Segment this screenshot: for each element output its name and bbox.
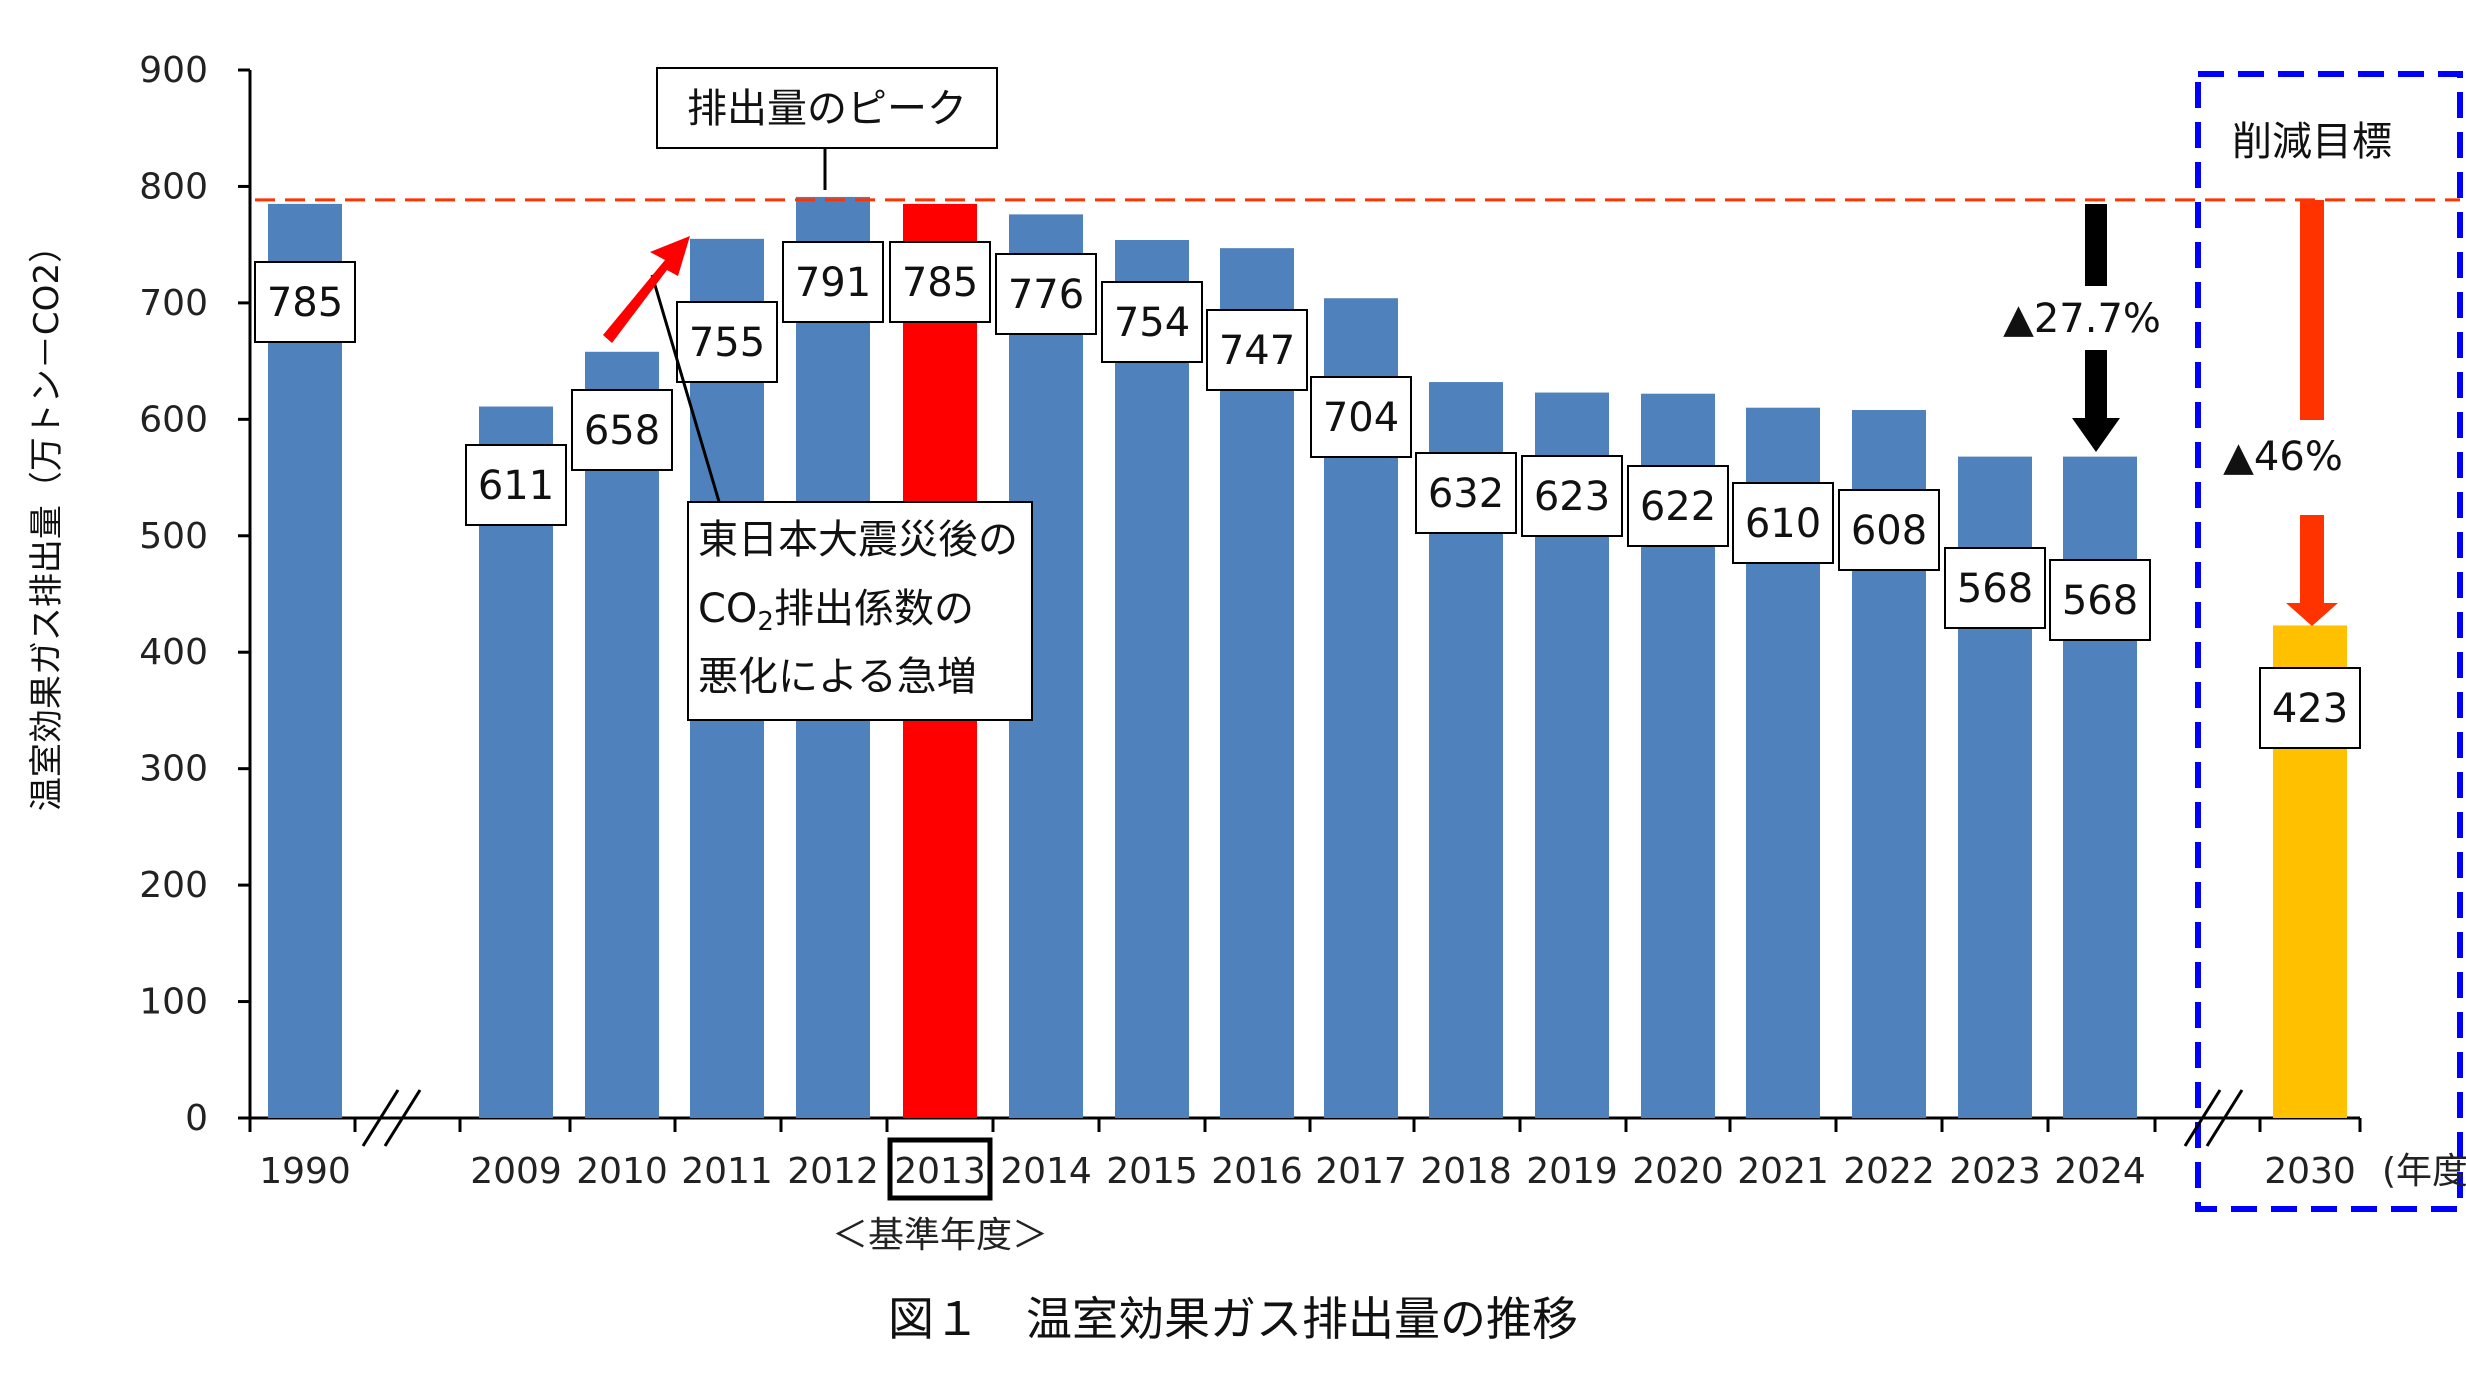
quake-callout-line1: 東日本大震災後の	[698, 517, 1018, 563]
target-arrow-top	[2300, 200, 2324, 420]
data-label-box	[1521, 455, 1623, 537]
data-label: 747	[1219, 328, 1295, 374]
axis-break-mark	[383, 1089, 422, 1147]
data-label-box	[254, 261, 356, 343]
target-reduction-label: ▲46%	[2223, 434, 2343, 480]
data-label-box	[782, 241, 884, 323]
axes: 0 100 200 300 400 500 600 700 800 900 1990 2009 2010…	[139, 50, 2466, 1192]
data-label-box	[1101, 281, 1203, 363]
x-tick-label: 2015	[1106, 1151, 1198, 1192]
data-label: 776	[1008, 272, 1084, 318]
x-tick-label: 2009	[470, 1151, 562, 1192]
y-tick-label: 700	[139, 283, 208, 324]
data-label-box	[889, 241, 991, 323]
data-label: 611	[478, 463, 554, 509]
y-tick-label: 100	[139, 982, 208, 1023]
y-tick-label: 0	[185, 1098, 208, 1139]
x-tick-label: 2024	[2054, 1151, 2146, 1192]
x-tick-label: 2016	[1211, 1151, 1303, 1192]
reduction-arrow-shaft	[2085, 350, 2107, 420]
peak-callout-text: 排出量のピーク	[687, 86, 967, 132]
quake-callout-line3: 悪化による急増	[698, 654, 977, 700]
base-year-label: ＜基準年度＞	[832, 1215, 1048, 1256]
axis-break-mark	[361, 1089, 400, 1147]
x-tick-label: 2010	[576, 1151, 668, 1192]
x-tick-label: 2017	[1315, 1151, 1407, 1192]
y-axis-title: 温室効果ガス排出量（万トン－CO2）	[27, 229, 67, 811]
data-label-box	[995, 253, 1097, 335]
data-label-box	[1310, 376, 1412, 458]
data-label: 623	[1534, 474, 1610, 520]
reduction-arrow-head	[2072, 418, 2120, 452]
y-tick-label: 400	[139, 632, 208, 673]
quake-callout-box	[687, 501, 1033, 721]
data-label: 754	[1114, 300, 1190, 346]
data-label-box	[1627, 465, 1729, 547]
data-label: 704	[1323, 395, 1399, 441]
data-label: 785	[902, 260, 978, 306]
quake-callout-line2: CO2排出係数の	[698, 586, 974, 637]
data-label-box	[2259, 667, 2361, 749]
y-tick-label: 500	[139, 516, 208, 557]
target-zone-box	[2195, 71, 2463, 1212]
bar-1990	[268, 203, 342, 1118]
data-label: 423	[2272, 686, 2348, 732]
data-labels: 785 611 658 755 791 785 776 754 747 704 632 623 622 6…	[254, 241, 2361, 749]
x-tick-label: 2012	[787, 1151, 879, 1192]
data-label: 568	[2062, 578, 2138, 624]
data-label: 785	[267, 280, 343, 326]
x-tick-label: 2018	[1420, 1151, 1512, 1192]
data-label: 622	[1640, 484, 1716, 530]
x-tick-label: 2011	[681, 1151, 773, 1192]
x-tick-label: 1990	[259, 1151, 351, 1192]
axis-break-mark	[2205, 1089, 2244, 1147]
target-arrow-shaft	[2300, 515, 2324, 605]
data-label-box	[465, 444, 567, 526]
target-title: 削減目標	[2232, 119, 2392, 165]
data-label: 658	[584, 408, 660, 454]
data-label-box	[571, 389, 673, 471]
x-tick-label: 2019	[1526, 1151, 1618, 1192]
x-tick-label: 2013	[894, 1151, 986, 1192]
bar-2024	[2063, 456, 2137, 1118]
bar-2010	[585, 351, 659, 1119]
reduction-2024-label: ▲27.7%	[2003, 296, 2161, 342]
y-tick-label: 600	[139, 399, 208, 440]
x-tick-label: 2020	[1632, 1151, 1724, 1192]
bar-2015	[1115, 240, 1189, 1118]
data-label-box	[2049, 559, 2151, 641]
data-label-box	[1732, 482, 1834, 564]
base-year-box	[887, 1137, 993, 1201]
data-label-box	[1944, 547, 2046, 629]
x-tick-label: 2030	[2264, 1151, 2356, 1192]
x-tick-label: 2022	[1843, 1151, 1935, 1192]
y-tick-label: 300	[139, 749, 208, 790]
quake-red-arrow	[603, 236, 690, 343]
y-tick-label: 200	[139, 865, 208, 906]
x-tick-label: 2014	[1000, 1151, 1092, 1192]
data-label: 755	[689, 320, 765, 366]
data-label: 608	[1851, 508, 1927, 554]
data-label-box	[1415, 452, 1517, 534]
data-label: 632	[1428, 471, 1504, 517]
y-tick-label: 800	[139, 166, 208, 207]
y-tick-label: 900	[139, 50, 208, 91]
data-label-box	[1206, 309, 1308, 391]
axis-break-mark	[2183, 1089, 2222, 1147]
data-label: 610	[1745, 501, 1821, 547]
reduction-arrow-top	[2085, 204, 2107, 286]
peak-callout-box	[656, 67, 998, 149]
data-label-box	[1838, 489, 1940, 571]
x-tick-label: 2023	[1949, 1151, 2041, 1192]
data-label: 568	[1957, 566, 2033, 612]
data-label: 791	[795, 260, 871, 306]
x-unit-label: (年度)	[2382, 1151, 2466, 1192]
data-label-box	[676, 301, 778, 383]
target-arrow-head	[2286, 603, 2338, 626]
quake-callout-line	[650, 274, 722, 506]
bar-2016	[1220, 248, 1294, 1118]
figure-caption: 図１ 温室効果ガス排出量の推移	[888, 1292, 1578, 1346]
x-tick-label: 2021	[1737, 1151, 1829, 1192]
